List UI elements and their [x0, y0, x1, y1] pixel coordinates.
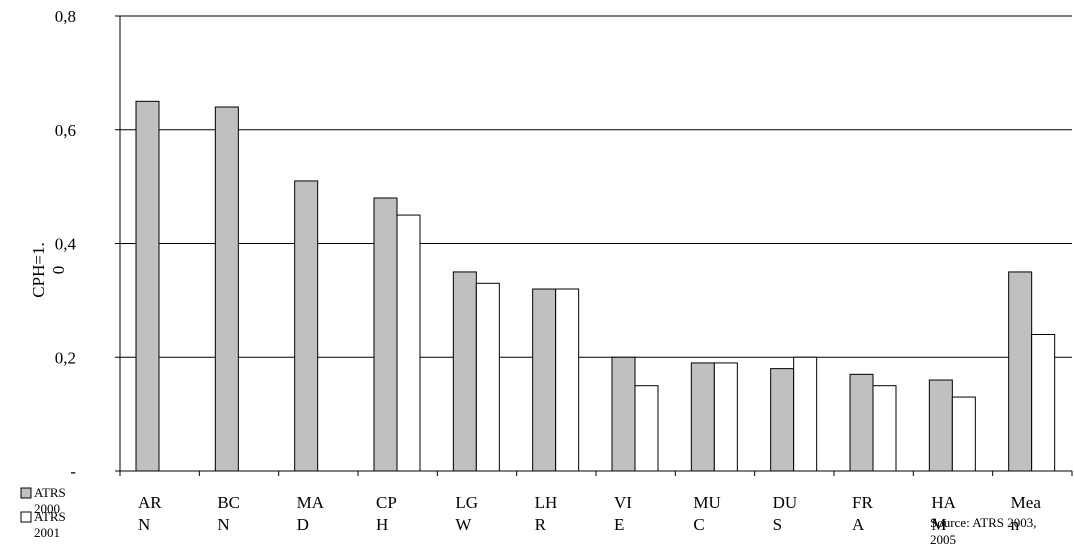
bar-atrs-2001-vie [634, 385, 659, 472]
x-category-label: HA [931, 493, 956, 512]
x-category-label: M [931, 515, 946, 534]
x-category-label: LG [455, 493, 478, 512]
y-axis-title: 0 [49, 266, 68, 275]
bar-atrs-2001-dus [793, 356, 818, 472]
x-category-label: N [138, 515, 150, 534]
bar-atrs-2000-fra [849, 373, 874, 472]
x-category-label: CP [376, 493, 397, 512]
bar-atrs-2000-cph [373, 197, 398, 472]
y-axis-title: CPH=1. [29, 242, 48, 297]
source-note: Source: ATRS 2003, [930, 515, 1037, 530]
legend-label: ATRS [34, 485, 66, 500]
x-category-label: VI [614, 493, 632, 512]
bar-atrs-2000-muc [690, 362, 715, 472]
y-tick-label: 0,4 [55, 235, 77, 254]
bar-atrs-2001-ham [951, 396, 976, 472]
x-category-label: AR [138, 493, 162, 512]
legend-label: 2000 [34, 501, 60, 516]
y-tick-label: 0,8 [55, 7, 76, 26]
x-category-label: R [535, 515, 547, 534]
bar-atrs-2000-mad [294, 180, 319, 472]
x-category-label: MU [693, 493, 720, 512]
y-tick-label: - [70, 462, 76, 481]
x-category-label: MA [297, 493, 325, 512]
bar-atrs-2000-mean [1008, 271, 1033, 472]
x-category-label: Mea [1011, 493, 1042, 512]
bar-atrs-2000-dus [770, 368, 795, 472]
bar-atrs-2000-vie [611, 356, 636, 472]
legend-swatch-atrs-2001 [20, 511, 32, 523]
x-category-label: DU [773, 493, 798, 512]
x-category-label: S [773, 515, 782, 534]
y-tick-label: 0,2 [55, 348, 76, 367]
x-category-label: BC [217, 493, 240, 512]
legend-label: 2001 [34, 525, 60, 540]
bar-atrs-2001-fra [872, 385, 897, 472]
x-category-label: A [852, 515, 865, 534]
x-category-label: E [614, 515, 624, 534]
bar-atrs-2000-lhr [532, 288, 557, 472]
bar-atrs-2001-muc [713, 362, 738, 472]
bar-atrs-2000-arn [135, 100, 160, 472]
x-category-label: n [1011, 515, 1020, 534]
bar-atrs-2001-lhr [555, 288, 580, 472]
bar-atrs-2000-lgw [452, 271, 477, 472]
x-category-label: LH [535, 493, 558, 512]
bar-atrs-2000-bcn [214, 106, 239, 472]
legend-swatch-atrs-2000 [20, 487, 32, 499]
bar-atrs-2001-cph [396, 214, 421, 472]
x-category-label: FR [852, 493, 873, 512]
source-note: 2005 [930, 532, 956, 547]
bar-atrs-2001-lgw [475, 282, 500, 472]
legend-label: ATRS [34, 509, 66, 524]
x-category-label: C [693, 515, 704, 534]
x-category-label: D [297, 515, 309, 534]
bar-atrs-2001-mean [1031, 334, 1056, 472]
x-category-label: N [217, 515, 229, 534]
y-tick-label: 0,6 [55, 121, 76, 140]
x-category-label: H [376, 515, 388, 534]
x-category-label: W [455, 515, 472, 534]
bar-atrs-2000-ham [928, 379, 953, 472]
